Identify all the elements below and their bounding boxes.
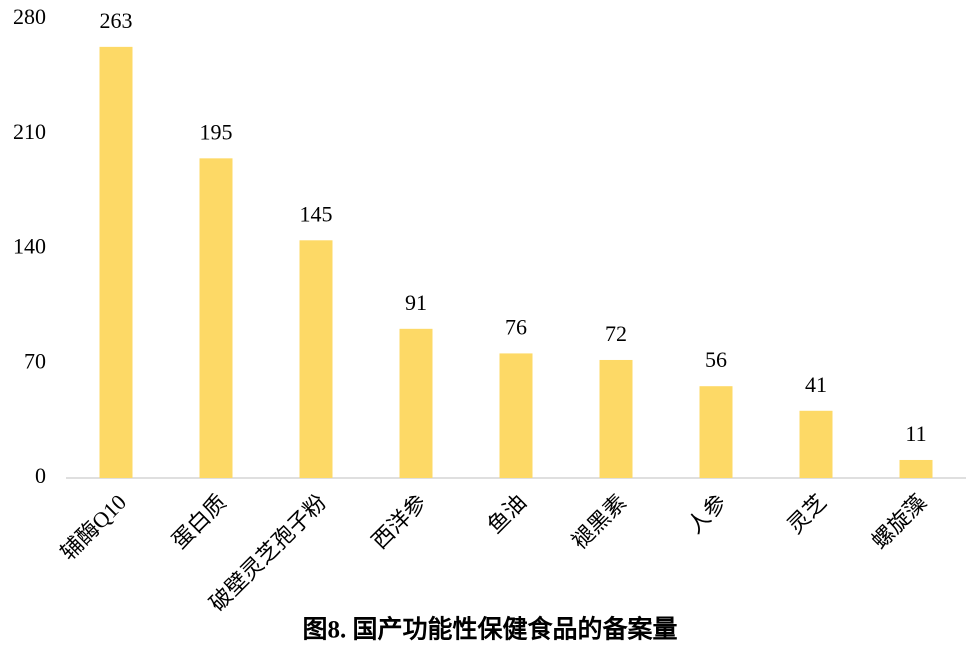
data-label: 76 [505, 314, 527, 339]
bar [299, 240, 333, 478]
chart-title: 图8. 国产功能性保健食品的备案量 [302, 615, 677, 644]
x-tick-label: 西洋参 [367, 489, 431, 553]
x-tick-label: 灵芝 [782, 489, 831, 538]
x-tick-label: 辅酶Q10 [56, 489, 132, 565]
data-label: 56 [705, 347, 727, 372]
x-tick-label: 螺旋藻 [867, 489, 931, 553]
data-label: 145 [300, 201, 333, 226]
data-label: 72 [605, 321, 627, 346]
bar [199, 158, 233, 478]
data-label: 41 [805, 372, 827, 397]
bar [499, 353, 533, 478]
y-tick-label: 140 [13, 234, 46, 259]
data-label: 263 [100, 8, 133, 33]
bar [899, 459, 933, 478]
bar [599, 359, 633, 478]
x-tick-label: 鱼油 [482, 489, 531, 538]
y-tick-label: 210 [13, 119, 46, 144]
bar [799, 410, 833, 478]
bar [399, 328, 433, 478]
data-label: 195 [200, 119, 233, 144]
y-tick-label: 70 [24, 348, 46, 373]
x-tick-label: 蛋白质 [167, 489, 231, 553]
bar [99, 46, 133, 478]
bar [699, 386, 733, 478]
x-tick-label: 褪黑素 [567, 489, 631, 553]
x-tick-label: 人参 [682, 489, 731, 538]
y-tick-label: 0 [35, 463, 46, 488]
data-label: 11 [905, 421, 926, 446]
data-label: 91 [405, 290, 427, 315]
y-tick-label: 280 [13, 4, 46, 29]
